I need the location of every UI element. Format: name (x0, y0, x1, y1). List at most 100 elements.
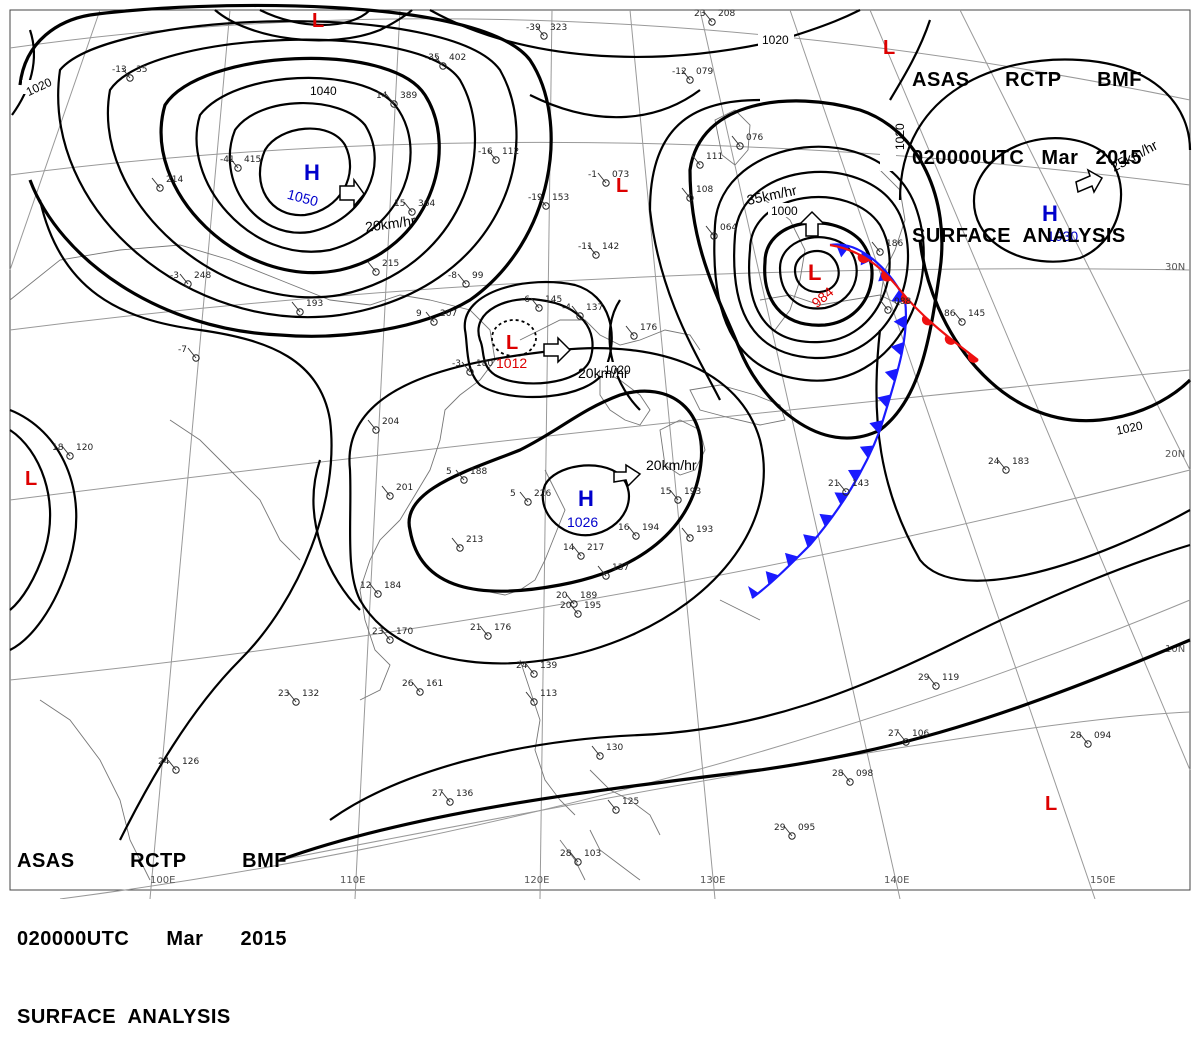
wind-barb-icon (287, 691, 297, 703)
header-time: 020000UTC (17, 928, 130, 950)
station-plot: 12 184 (360, 581, 401, 598)
wind-barb-icon (703, 11, 713, 23)
station-pressure: 142 (602, 242, 619, 252)
movement-arrow-icon (543, 336, 572, 364)
station-temperature: -6 (521, 295, 530, 305)
station-pressure: 364 (418, 199, 435, 209)
wind-barb-icon (681, 527, 691, 539)
station-pressure: 226 (534, 489, 551, 499)
station-temperature: 28 (560, 849, 572, 859)
station-plot: 29 119 (918, 673, 959, 690)
station-pressure: 137 (586, 303, 603, 313)
wind-barb-icon (569, 851, 579, 863)
station-pressure: 248 (194, 271, 211, 281)
wind-barb-icon (451, 537, 461, 549)
station-circle-icon (630, 332, 638, 340)
station-pressure: 073 (612, 170, 629, 180)
station-pressure: 137 (612, 563, 629, 573)
station-circle-icon (372, 268, 380, 276)
wind-barb-icon (167, 759, 177, 771)
station-pressure: 113 (540, 689, 557, 699)
station-pressure: 176 (494, 623, 511, 633)
wind-barb-icon (367, 261, 377, 273)
station-pressure: 088 (894, 297, 911, 307)
station-plot: -19 153 (528, 193, 569, 210)
station-circle-icon (408, 208, 416, 216)
station-plot: 24 126 (158, 757, 199, 774)
station-circle-icon (574, 858, 582, 866)
station-plot: 193 (291, 299, 323, 316)
station-temperature: -7 (178, 345, 187, 355)
station-plot: 23 132 (278, 689, 319, 706)
wind-barb-icon (455, 469, 465, 481)
station-circle-icon (632, 532, 640, 540)
station-plot: 108 (681, 185, 713, 202)
wind-barb-icon (61, 445, 71, 457)
isobar-label: 1020 (604, 363, 631, 377)
station-temperature: -41 (220, 155, 235, 165)
station-plot: 16 194 (618, 523, 659, 540)
station-temperature: 20 (556, 591, 568, 601)
cold-front-triangle (748, 585, 759, 598)
header-agency: ASAS (912, 69, 970, 91)
wind-barb-icon (607, 799, 617, 811)
station-plot: 28 094 (1070, 731, 1111, 748)
isobar-label: 1040 (310, 84, 337, 98)
lat-label: 30N (1165, 262, 1185, 273)
station-plot: -11 142 (578, 242, 619, 259)
wind-barb-icon (681, 69, 691, 81)
wind-barb-icon (291, 301, 301, 313)
cold-front-triangle (803, 534, 817, 548)
station-temperature: -8 (448, 271, 457, 281)
station-circle-icon (535, 304, 543, 312)
wind-barb-icon (837, 481, 847, 493)
station-circle-icon (126, 74, 134, 82)
station-pressure: 112 (502, 147, 519, 157)
station-temperature: 5 (510, 489, 516, 499)
station-temperature: 14 (563, 543, 575, 553)
wind-barb-icon (525, 663, 535, 675)
station-pressure: 180 (476, 359, 493, 369)
cold-front-triangle (884, 368, 899, 382)
station-plot: 20 189 (556, 591, 597, 608)
station-pressure: 136 (456, 789, 473, 799)
wind-barb-icon (591, 745, 601, 757)
isobar-label: 1020 (893, 123, 907, 150)
station-circle-icon (386, 636, 394, 644)
coastlines (9, 109, 906, 881)
wind-barb-icon (597, 565, 607, 577)
station-temperature: 23 (372, 627, 383, 637)
station-pressure: 170 (396, 627, 413, 637)
station-temperature: -19 (528, 193, 543, 203)
lon-label-100e: 100E (150, 875, 175, 886)
station-temperature: 5 (446, 467, 452, 477)
station-pressure: 208 (718, 9, 735, 19)
station-plot: -8 99 (448, 271, 484, 288)
cold-front-triangle (877, 394, 891, 408)
wind-barb-icon (381, 629, 391, 641)
header-code: BMF (242, 850, 287, 872)
low-center-value: 1012 (496, 355, 527, 371)
wind-barb-icon (841, 771, 851, 783)
chart-header-top-right: ASAS RCTP BMF 020000UTC Mar 2015 SURFACE ANA… (912, 15, 1142, 275)
cold-front-triangle (859, 445, 874, 459)
low-center-symbol: L (616, 175, 628, 197)
wind-barb-icon (121, 67, 131, 79)
station-temperature: 9 (416, 309, 422, 319)
wind-barb-icon (151, 177, 161, 189)
station-plot: 14 217 (563, 543, 604, 560)
station-plot: 15 364 (394, 199, 435, 216)
station-plot: 23 170 (372, 627, 413, 644)
station-temperature: 21 (828, 479, 839, 489)
cold-front-triangle (819, 513, 834, 527)
station-pressure: 193 (696, 525, 713, 535)
station-pressure: 207 (440, 309, 457, 319)
station-pressure: 094 (1094, 731, 1111, 741)
wind-barb-icon (927, 675, 937, 687)
header-year: 2015 (240, 928, 287, 950)
station-plot: -4 137 (562, 303, 603, 320)
station-temperature: 28 (1070, 731, 1082, 741)
wind-barb-icon (487, 149, 497, 161)
station-circle-icon (674, 496, 682, 504)
station-plot: 215 (367, 259, 399, 276)
